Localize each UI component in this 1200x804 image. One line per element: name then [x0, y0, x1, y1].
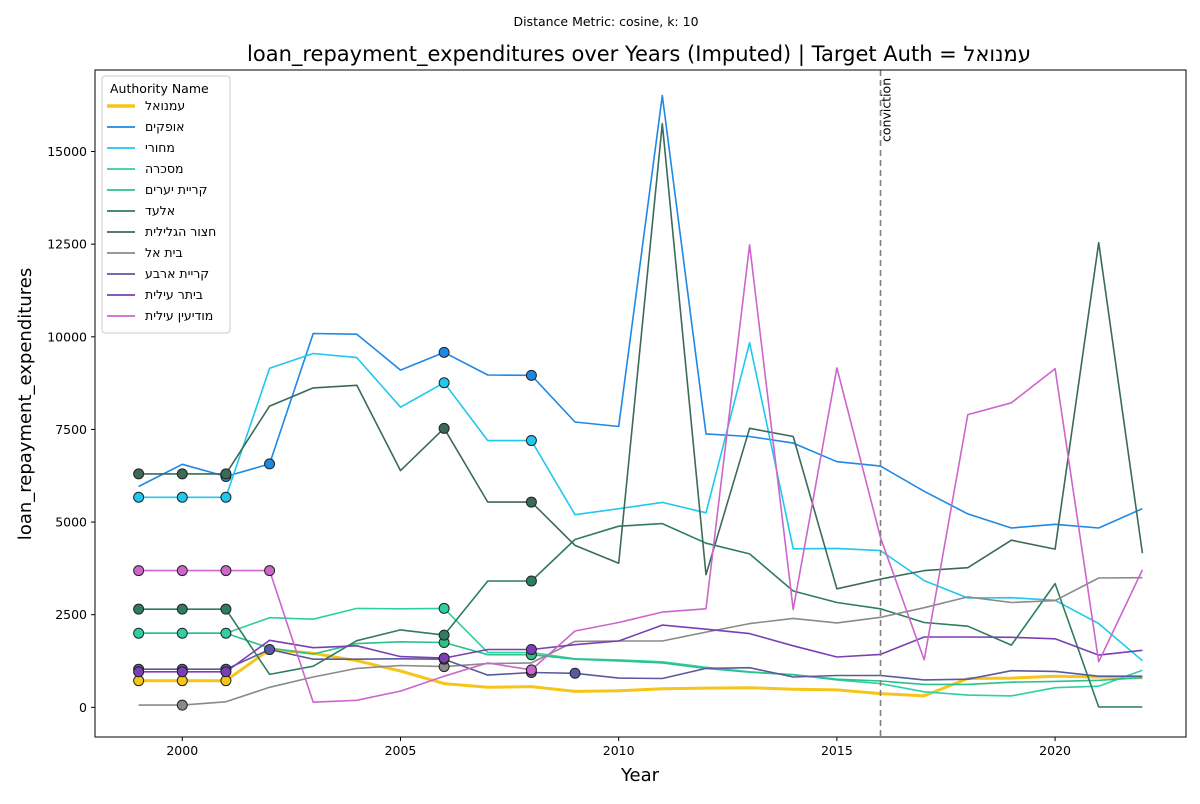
- legend-entry-4: קריית יערים: [145, 182, 207, 197]
- imputed-point-1: [525, 369, 537, 381]
- imputed-point-9: [438, 652, 450, 664]
- legend-entry-7: בית אל: [145, 245, 183, 260]
- legend-entry-5: אלעד: [145, 203, 175, 218]
- imputed-point-2: [176, 491, 188, 503]
- imputed-point-10: [176, 565, 188, 577]
- plot-area: 2000 2005 2010 2015 2020 0 2500 5000 7500 10000 12…: [47, 69, 1187, 758]
- imputed-point-5: [133, 603, 145, 615]
- legend-entry-3: מסכרה: [145, 161, 183, 176]
- series-line-6: [138, 122, 1144, 590]
- x-tick-label: 2005: [385, 743, 417, 758]
- legend-entry-10: מודיעין עילית: [145, 308, 213, 323]
- x-tick-label: 2020: [1039, 743, 1071, 758]
- series-line-0: [138, 648, 1143, 698]
- x-tick-label: 2000: [166, 743, 198, 758]
- plot-frame: [94, 69, 1187, 738]
- imputed-point-2: [438, 377, 450, 389]
- imputed-point-10: [133, 565, 145, 577]
- imputed-point-2: [220, 491, 232, 503]
- imputed-point-6: [176, 468, 188, 480]
- x-tick-label: 2015: [821, 743, 853, 758]
- series-line-2: [138, 341, 1143, 662]
- legend-entry-1: אופקים: [145, 119, 185, 134]
- imputed-point-8: [264, 644, 276, 656]
- imputed-point-6: [220, 468, 232, 480]
- legend: Authority Name עמנואל אופקים מחורי מסכרה קריי…: [101, 75, 231, 334]
- series-line-5: [138, 522, 1143, 708]
- imputed-point-5: [525, 575, 537, 587]
- legend-title: Authority Name: [110, 81, 209, 96]
- series-line-9: [138, 624, 1143, 673]
- legend-box: [101, 75, 231, 334]
- y-tick-label: 0: [79, 700, 87, 715]
- imputed-point-6: [438, 422, 450, 434]
- imputed-point-6: [525, 496, 537, 508]
- imputed-point-2: [525, 435, 537, 447]
- x-axis-label: Year: [620, 765, 660, 786]
- imputed-point-3: [220, 627, 232, 639]
- imputed-point-5: [220, 603, 232, 615]
- imputed-point-10: [525, 664, 537, 676]
- series-line-4: [138, 632, 1143, 686]
- legend-entry-6: חצור הגלילית: [145, 224, 216, 239]
- y-tick-label: 5000: [55, 515, 87, 530]
- series-line-8: [138, 648, 1143, 681]
- imputed-point-7: [176, 699, 188, 711]
- imputed-point-9: [176, 666, 188, 678]
- imputed-point-9: [525, 644, 537, 656]
- imputed-point-5: [176, 603, 188, 615]
- imputed-point-6: [133, 468, 145, 480]
- conviction-label: conviction: [879, 78, 894, 142]
- series-line-10: [138, 244, 1144, 704]
- imputed-point-10: [264, 565, 276, 577]
- imputed-point-9: [133, 666, 145, 678]
- legend-entry-2: מחורי: [145, 140, 175, 155]
- imputed-point-3: [176, 627, 188, 639]
- x-tick-label: 2010: [603, 743, 635, 758]
- series-line-1: [138, 94, 1143, 529]
- y-tick-label: 15000: [47, 144, 87, 159]
- imputed-point-2: [133, 491, 145, 503]
- legend-entry-8: קריית ארבע: [145, 266, 209, 281]
- imputed-point-1: [264, 458, 276, 470]
- imputed-point-5: [438, 629, 450, 641]
- y-tick-label: 7500: [55, 422, 87, 437]
- legend-entry-9: ביתר עילית: [145, 287, 203, 302]
- y-tick-label: 10000: [47, 329, 87, 344]
- series-line-3: [138, 607, 1143, 697]
- legend-entry-0: עמנואל: [145, 98, 185, 113]
- y-tick-label: 12500: [47, 237, 87, 252]
- chart-title: loan_repayment_expenditures over Years (…: [247, 42, 1031, 67]
- imputed-point-3: [438, 602, 450, 614]
- y-axis-label: loan_repayment_expenditures: [15, 268, 36, 540]
- y-tick-label: 2500: [55, 607, 87, 622]
- series-line-7: [138, 576, 1143, 706]
- chart-suptitle: Distance Metric: cosine, k: 10: [513, 14, 698, 29]
- imputed-point-3: [133, 627, 145, 639]
- imputed-point-8: [569, 667, 581, 679]
- imputed-point-1: [438, 346, 450, 358]
- imputed-point-9: [220, 666, 232, 678]
- imputed-point-10: [220, 565, 232, 577]
